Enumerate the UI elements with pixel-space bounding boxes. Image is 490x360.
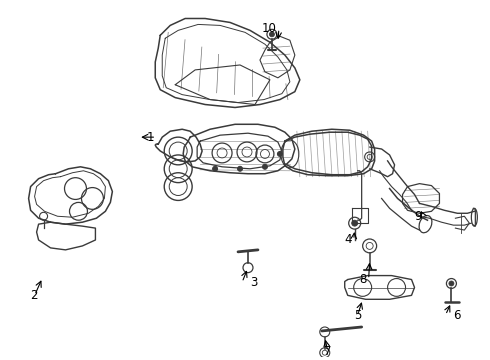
Circle shape — [352, 220, 358, 226]
Circle shape — [238, 166, 243, 171]
Text: 9: 9 — [414, 210, 421, 223]
Text: 3: 3 — [250, 276, 257, 289]
Text: 10: 10 — [262, 22, 277, 35]
Circle shape — [263, 164, 268, 169]
Text: 6: 6 — [453, 309, 461, 321]
Circle shape — [270, 32, 274, 37]
Text: 8: 8 — [359, 273, 367, 286]
Text: 7: 7 — [324, 345, 331, 358]
Text: 2: 2 — [30, 289, 38, 302]
Circle shape — [449, 281, 454, 286]
Circle shape — [277, 152, 282, 157]
Text: 5: 5 — [354, 309, 361, 321]
Circle shape — [213, 166, 218, 171]
Text: 1: 1 — [147, 131, 154, 144]
Text: 4: 4 — [344, 234, 352, 247]
